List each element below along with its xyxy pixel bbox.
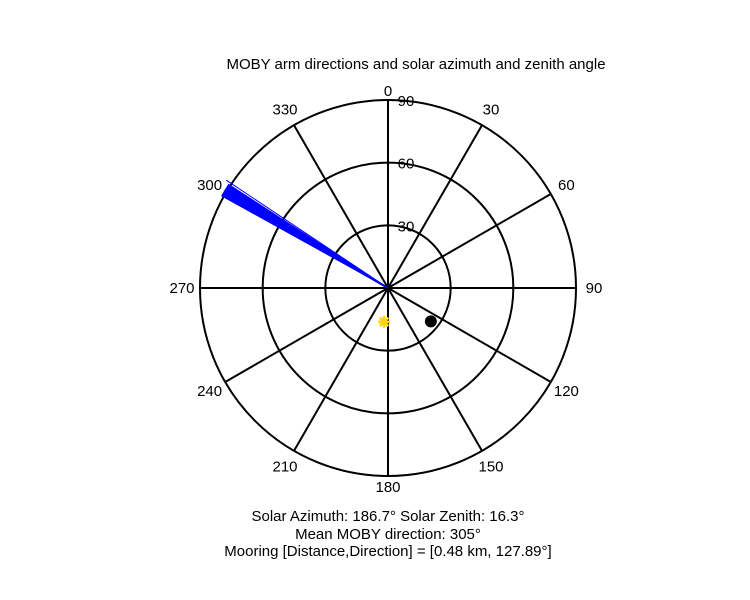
moby-arm-line: [224, 189, 389, 289]
chart-title: MOBY arm directions and solar azimuth an…: [226, 56, 605, 73]
radial-tick-label: 30: [398, 218, 415, 235]
angle-tick-label: 120: [554, 383, 579, 400]
angle-tick-label: 300: [197, 177, 222, 194]
angle-tick-label: 150: [478, 458, 503, 475]
moby-direction-caption: Mean MOBY direction: 305°: [295, 526, 481, 543]
tick-labels: 0 30 60 90 120 150 180 210 240 270 300 330 30 60 90: [169, 83, 602, 496]
moby-arm-line: [221, 195, 389, 289]
radial-tick-label: 90: [398, 93, 415, 110]
angle-tick-label: 330: [272, 102, 297, 119]
angle-tick-label: 270: [169, 280, 194, 297]
angle-tick-label: 90: [586, 280, 603, 297]
sun-marker: [378, 315, 391, 328]
angle-tick-label: 210: [272, 458, 297, 475]
data-marks: [221, 179, 437, 328]
angle-tick-label: 180: [375, 479, 400, 496]
moby-arm-line: [226, 186, 389, 289]
mooring-caption: Mooring [Distance,Direction] = [0.48 km,…: [224, 543, 552, 560]
angle-tick-label: 240: [197, 383, 222, 400]
angle-tick-label: 0: [384, 83, 392, 100]
solar-caption: Solar Azimuth: 186.7° Solar Zenith: 16.3…: [251, 508, 525, 525]
angle-tick-label: 30: [483, 102, 500, 119]
angle-tick-label: 60: [558, 177, 575, 194]
sun-core: [380, 318, 388, 326]
radial-tick-label: 60: [398, 156, 415, 173]
moby-arm-line: [226, 179, 389, 289]
mooring-marker: [424, 315, 437, 328]
moby-arm-line: [223, 192, 389, 289]
